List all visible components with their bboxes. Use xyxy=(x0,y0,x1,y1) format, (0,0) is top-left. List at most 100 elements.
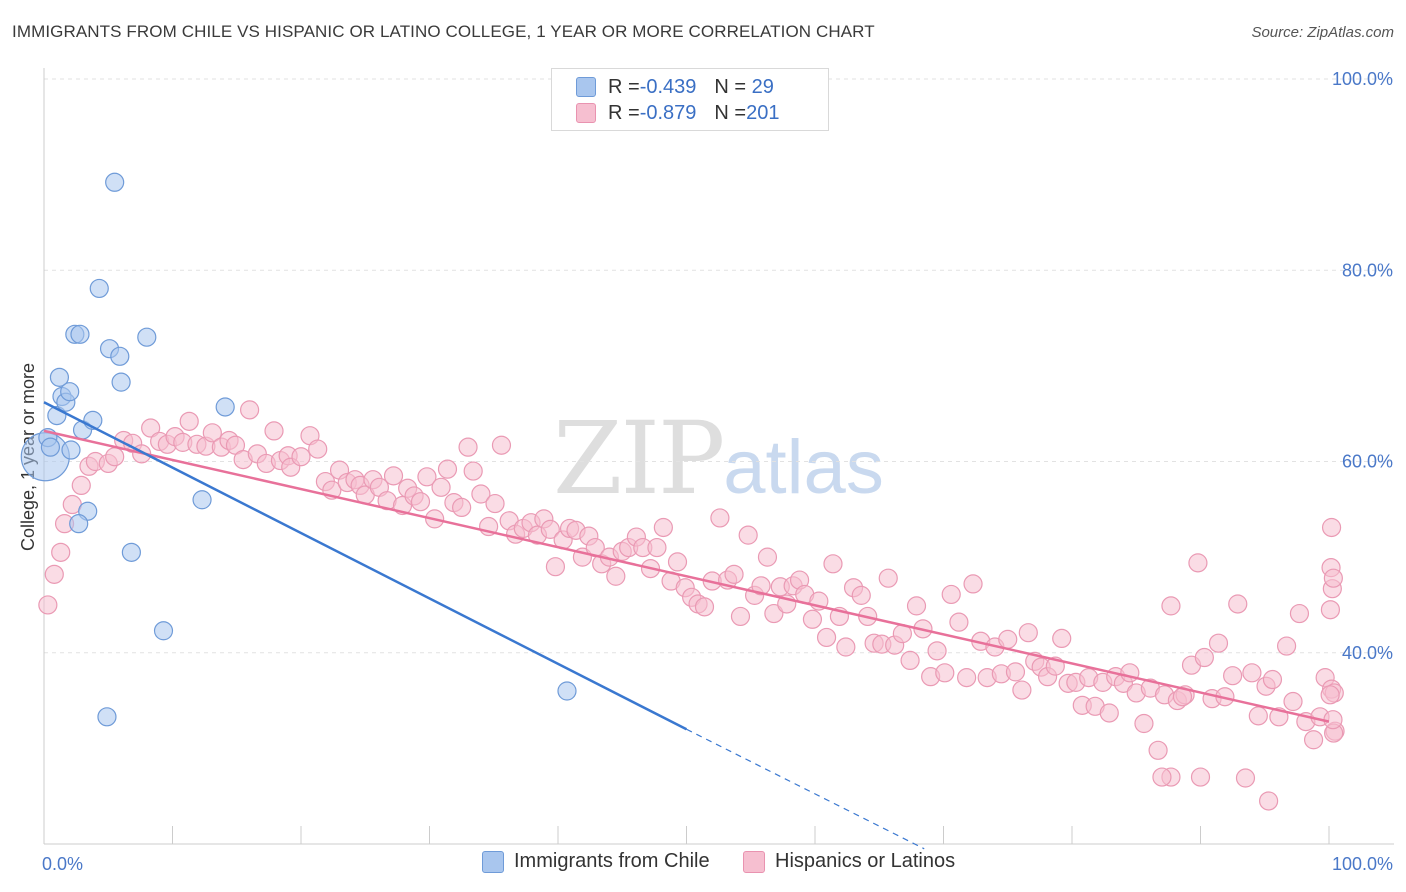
hispanic-point xyxy=(1194,647,1214,668)
chile-point xyxy=(40,437,61,457)
y-tick-label: 80.0% xyxy=(1342,260,1393,280)
hispanic-point xyxy=(1289,603,1310,624)
hispanic-point xyxy=(1320,600,1341,620)
hispanic-point xyxy=(1321,517,1342,538)
chile-point xyxy=(121,542,141,562)
hispanic-point xyxy=(606,566,626,586)
hispanic-point xyxy=(647,537,667,558)
legend-r-label: R = xyxy=(608,75,640,98)
legend-row-hispanic: R = -0.879 N = 201 xyxy=(576,100,779,126)
hispanic-point xyxy=(1012,680,1032,700)
hispanic-point xyxy=(485,493,505,514)
legend-swatch-hispanic xyxy=(576,103,596,123)
hispanic-point xyxy=(935,663,955,683)
chart-source: Source: ZipAtlas.com xyxy=(1251,24,1394,41)
hispanic-point xyxy=(1262,669,1283,690)
hispanic-point xyxy=(653,517,673,538)
hispanic-point xyxy=(141,418,161,438)
chile-point xyxy=(192,490,212,510)
hispanic-point xyxy=(431,477,451,497)
bottom-legend-chile[interactable]: Immigrants from Chile xyxy=(482,850,710,873)
hispanic-point xyxy=(1223,666,1243,686)
hispanic-point xyxy=(730,606,751,627)
hispanic-point xyxy=(240,400,260,420)
hispanic-point xyxy=(1276,636,1297,656)
hispanic-point xyxy=(545,557,566,577)
hispanic-point xyxy=(1208,633,1229,653)
hispanic-point xyxy=(851,585,871,605)
hispanic-point xyxy=(1152,767,1172,787)
hispanic-point xyxy=(949,612,969,632)
chile-point xyxy=(105,172,125,192)
chile-point xyxy=(153,621,174,641)
legend-r-value: -0.879 xyxy=(639,101,697,124)
hispanic-point xyxy=(927,641,947,661)
chile-point xyxy=(60,382,80,402)
hispanic-point xyxy=(823,554,843,574)
chile-point xyxy=(70,324,90,344)
y-tick-label: 60.0% xyxy=(1342,452,1393,472)
hispanic-point xyxy=(694,597,715,617)
chart-title: IMMIGRANTS FROM CHILE VS HISPANIC OR LAT… xyxy=(12,22,875,41)
hispanic-point xyxy=(710,508,730,528)
hispanic-point xyxy=(1018,623,1038,643)
hispanic-point xyxy=(179,411,199,431)
chile-point xyxy=(89,278,109,299)
legend-n-label: N = xyxy=(714,101,747,124)
hispanic-point xyxy=(957,668,977,688)
watermark: ZIPatlas xyxy=(553,400,884,517)
hispanic-point xyxy=(452,497,472,517)
hispanic-point xyxy=(308,439,328,459)
chile-point xyxy=(557,681,577,701)
hispanic-point xyxy=(878,568,898,588)
hispanic-point xyxy=(900,650,920,671)
hispanic-point xyxy=(264,421,284,441)
hispanic-point xyxy=(802,609,823,629)
hispanic-point xyxy=(1188,553,1208,573)
watermark-atlas: atlas xyxy=(723,425,884,510)
hispanic-point xyxy=(1099,703,1119,723)
hispanic-point xyxy=(1248,706,1268,726)
hispanic-point xyxy=(751,576,771,596)
chile-trend-line xyxy=(43,401,688,731)
hispanic-point xyxy=(1052,628,1072,649)
hispanic-point xyxy=(383,466,404,486)
legend-swatch-chile xyxy=(576,77,596,97)
hispanic-point xyxy=(1323,568,1343,588)
hispanic-point xyxy=(724,564,744,584)
hispanic-point xyxy=(437,459,458,479)
hispanic-point xyxy=(998,629,1018,649)
legend-n-label: N = xyxy=(714,75,747,98)
hispanic-point xyxy=(410,492,431,512)
hispanic-point xyxy=(417,467,437,487)
hispanic-point xyxy=(1283,691,1303,712)
hispanic-point xyxy=(1323,710,1343,730)
hispanic-point xyxy=(963,574,983,594)
hispanic-point xyxy=(764,603,784,624)
hispanic-point xyxy=(757,547,778,567)
hispanic-point xyxy=(1228,594,1248,614)
hispanic-point xyxy=(44,564,64,584)
hispanic-point xyxy=(291,447,311,467)
hispanic-point xyxy=(1303,730,1324,750)
chile-point xyxy=(111,372,131,392)
chile-trend-extension xyxy=(686,728,925,850)
hispanic-point xyxy=(1161,596,1181,616)
watermark-zip: ZIP xyxy=(553,400,725,517)
hispanic-point xyxy=(458,437,478,457)
hispanic-point xyxy=(1235,768,1256,788)
y-tick-label: 40.0% xyxy=(1342,643,1393,663)
hispanic-point xyxy=(1190,767,1211,787)
x-tick-label: 0.0% xyxy=(42,854,83,874)
hispanic-point xyxy=(1148,740,1168,760)
chile-point xyxy=(215,397,235,417)
chile-point xyxy=(49,367,70,387)
bottom-legend-hispanic[interactable]: Hispanics or Latinos xyxy=(743,850,955,873)
hispanic-point xyxy=(71,475,91,496)
hispanic-point xyxy=(471,484,491,504)
chile-point xyxy=(137,327,157,347)
hispanic-point xyxy=(540,519,560,539)
x-tick-label: 100.0% xyxy=(1332,854,1393,874)
hispanic-point xyxy=(816,627,837,648)
hispanic-point xyxy=(738,525,758,545)
